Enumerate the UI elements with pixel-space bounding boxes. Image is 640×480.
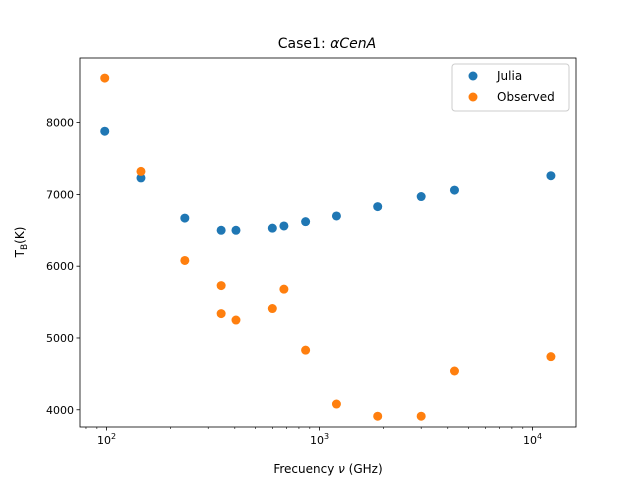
- y-tick-label: 8000: [46, 117, 74, 130]
- marker-julia: [180, 213, 190, 223]
- legend: Julia Observed: [451, 63, 570, 112]
- chart-title-prefix: Case1:: [278, 36, 330, 52]
- y-axis-ticks: 4000 5000 6000 7000 8000: [46, 117, 80, 417]
- x-axis-label-prefix: Frecuency: [273, 462, 338, 476]
- marker-julia: [279, 221, 289, 231]
- y-tick-label: 4000: [46, 404, 74, 417]
- x-axis-label-math: ν: [338, 462, 345, 476]
- y-axis-label: TB(K): [13, 227, 30, 259]
- marker-observed: [279, 284, 289, 294]
- marker-observed: [301, 345, 311, 355]
- chart-title: Case1: αCenA: [278, 36, 376, 52]
- chart-title-math: αCenA: [330, 36, 376, 52]
- marker-julia: [416, 192, 426, 202]
- x-axis-label: Frecuency ν (GHz): [273, 462, 382, 476]
- marker-observed: [546, 352, 556, 362]
- y-axis-label-suffix: (K): [13, 227, 27, 244]
- legend-label-julia: Julia: [496, 69, 522, 83]
- marker-julia: [373, 202, 383, 212]
- marker-julia: [449, 185, 459, 195]
- marker-julia: [216, 225, 226, 235]
- marker-observed: [267, 304, 277, 314]
- marker-julia: [231, 225, 241, 235]
- x-tick-label: 102: [97, 432, 116, 447]
- marker-observed: [136, 166, 146, 176]
- plot-frame: [79, 57, 577, 428]
- legend-marker-observed: [468, 92, 478, 102]
- marker-julia: [267, 223, 277, 233]
- marker-observed: [331, 399, 341, 409]
- y-axis-label-main: T: [13, 249, 27, 258]
- marker-observed: [216, 281, 226, 291]
- marker-julia: [136, 173, 146, 183]
- y-axis-label-sub: B: [20, 244, 30, 250]
- plot-area: 4000 5000 6000 7000 8000 102 103 104: [46, 57, 577, 447]
- marker-observed: [100, 73, 110, 83]
- marker-observed: [373, 411, 383, 421]
- marker-julia: [331, 211, 341, 221]
- marker-observed: [180, 255, 190, 265]
- data-markers: [100, 73, 556, 421]
- x-tick-label: 104: [523, 432, 542, 447]
- marker-julia: [100, 126, 110, 136]
- legend-box: [451, 63, 570, 112]
- y-tick-label: 5000: [46, 332, 74, 345]
- x-axis-label-suffix: (GHz): [345, 462, 383, 476]
- x-tick-label: 103: [310, 432, 329, 447]
- marker-julia: [546, 171, 556, 181]
- y-tick-label: 7000: [46, 188, 74, 201]
- legend-marker-julia: [468, 71, 478, 81]
- marker-julia: [301, 217, 311, 227]
- marker-observed: [216, 309, 226, 319]
- marker-observed: [231, 315, 241, 325]
- legend-label-observed: Observed: [497, 90, 555, 104]
- marker-observed: [416, 411, 426, 421]
- marker-observed: [449, 366, 459, 376]
- x-axis-ticks: 102 103 104: [85, 427, 542, 447]
- y-tick-label: 6000: [46, 260, 74, 273]
